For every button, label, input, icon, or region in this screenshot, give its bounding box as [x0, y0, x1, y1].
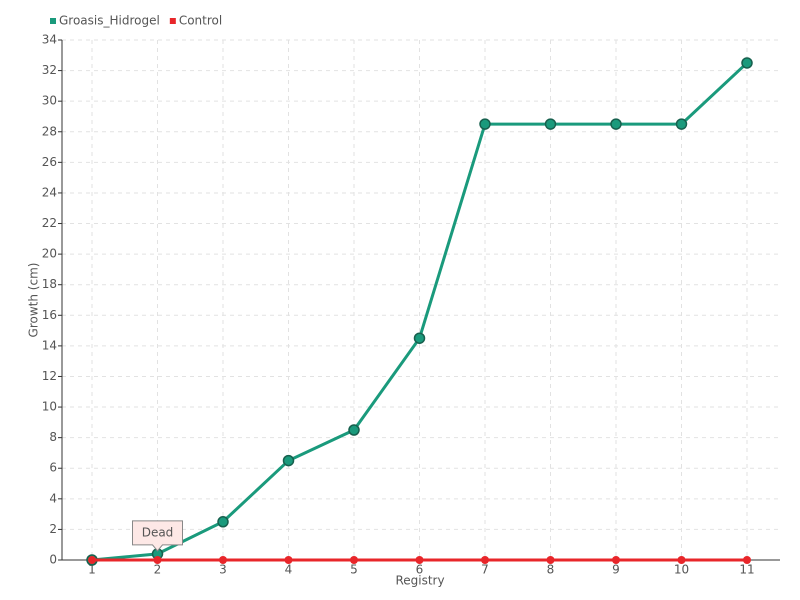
x-tick-label: 11	[739, 563, 754, 577]
y-tick-label: 8	[49, 430, 57, 444]
y-tick-label: 4	[49, 491, 57, 505]
data-point	[610, 118, 622, 130]
data-point	[481, 556, 489, 564]
data-point	[219, 556, 227, 564]
legend-label: Control	[179, 14, 222, 28]
data-point	[743, 556, 751, 564]
y-tick-label: 12	[42, 369, 57, 383]
x-tick-label: 1	[88, 563, 96, 577]
y-tick-label: 2	[49, 522, 57, 536]
data-point	[282, 454, 295, 467]
x-tick-label: 7	[481, 563, 489, 577]
data-point	[677, 556, 686, 564]
data-point	[350, 556, 358, 564]
x-tick-label: 6	[416, 563, 424, 577]
data-point	[153, 556, 162, 564]
y-tick-label: 14	[42, 338, 57, 352]
x-tick-label: 10	[674, 563, 689, 577]
data-point	[88, 556, 96, 564]
tooltip-box	[132, 520, 183, 552]
data-point	[479, 118, 491, 130]
y-tick-label: 22	[42, 216, 57, 230]
y-tick-label: 6	[49, 461, 57, 475]
data-point	[612, 556, 620, 564]
x-tick-label: 4	[285, 563, 293, 577]
y-tick-label: 34	[42, 33, 57, 47]
legend-label: Groasis_Hidrogel	[59, 14, 160, 28]
y-tick-label: 28	[42, 124, 57, 138]
x-tick-label: 3	[219, 563, 227, 577]
y-tick-label: 26	[42, 155, 57, 169]
data-point	[415, 556, 424, 564]
y-tick-label: 32	[42, 63, 57, 77]
y-tick-label: 24	[42, 185, 57, 199]
data-point	[217, 516, 229, 528]
legend-swatch	[50, 18, 56, 24]
x-tick-label: 5	[350, 563, 358, 577]
y-tick-label: 0	[49, 553, 57, 567]
x-tick-label: 9	[612, 563, 620, 577]
data-point	[413, 332, 426, 344]
y-tick-label: 18	[42, 277, 57, 291]
y-tick-label: 16	[42, 308, 57, 322]
tooltip-text: Dead	[142, 525, 174, 539]
data-point	[675, 118, 688, 130]
y-tick-label: 20	[42, 247, 57, 261]
x-axis-label: Registry	[395, 574, 444, 588]
data-point	[348, 424, 360, 436]
data-point	[544, 118, 557, 130]
legend-swatch	[169, 18, 176, 24]
data-point	[546, 556, 555, 564]
y-axis-label: Growth (cm)	[27, 263, 41, 338]
y-tick-label: 10	[42, 400, 57, 414]
data-point	[741, 57, 753, 69]
x-tick-label: 2	[154, 563, 162, 577]
data-point	[284, 556, 293, 564]
x-tick-label: 8	[547, 563, 555, 577]
y-tick-label: 30	[42, 94, 57, 108]
